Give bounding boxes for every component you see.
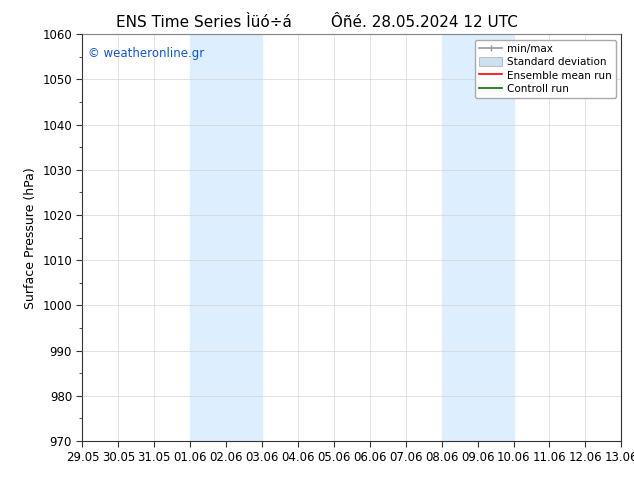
Legend: min/max, Standard deviation, Ensemble mean run, Controll run: min/max, Standard deviation, Ensemble me… xyxy=(475,40,616,98)
Text: © weatheronline.gr: © weatheronline.gr xyxy=(87,47,204,59)
Text: ENS Time Series Ìüó÷á        Ôñé. 28.05.2024 12 UTC: ENS Time Series Ìüó÷á Ôñé. 28.05.2024 12… xyxy=(116,15,518,30)
Bar xyxy=(442,34,514,441)
Y-axis label: Surface Pressure (hPa): Surface Pressure (hPa) xyxy=(23,167,37,309)
Bar xyxy=(190,34,262,441)
